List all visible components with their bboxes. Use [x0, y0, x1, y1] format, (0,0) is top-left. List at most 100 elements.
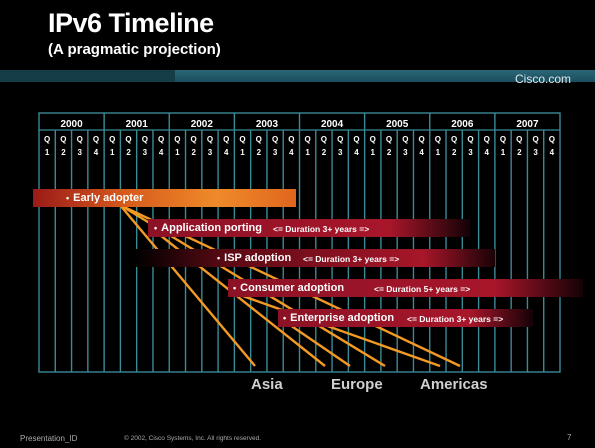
quarter-letter: Q — [142, 135, 148, 144]
quarter-number: 1 — [175, 148, 180, 157]
quarter-number: 3 — [273, 148, 278, 157]
quarter-number: 4 — [159, 148, 164, 157]
quarter-letter: Q — [174, 135, 180, 144]
quarter-number: 1 — [240, 148, 245, 157]
quarter-number: 4 — [224, 148, 229, 157]
quarter-number: 4 — [485, 148, 490, 157]
quarter-number: 1 — [501, 148, 506, 157]
quarter-letter: Q — [451, 135, 457, 144]
year-label: 2007 — [516, 119, 539, 130]
quarter-number: 2 — [322, 148, 327, 157]
region-europe: Europe — [331, 376, 383, 393]
quarter-number: 3 — [77, 148, 82, 157]
year-label: 2004 — [321, 119, 344, 130]
quarter-letter: Q — [386, 135, 392, 144]
quarter-number: 2 — [61, 148, 66, 157]
quarter-number: 1 — [371, 148, 376, 157]
quarter-number: 1 — [45, 148, 50, 157]
quarter-letter: Q — [305, 135, 311, 144]
quarter-number: 2 — [257, 148, 262, 157]
footer-presentation-id: Presentation_ID — [20, 434, 78, 443]
quarter-number: 3 — [143, 148, 148, 157]
quarter-letter: Q — [77, 135, 83, 144]
quarter-number: 4 — [419, 148, 424, 157]
quarter-letter: Q — [93, 135, 99, 144]
bar-label-consumer: • Consumer adoption — [233, 282, 345, 294]
quarter-letter: Q — [207, 135, 213, 144]
quarter-number: 4 — [94, 148, 99, 157]
bar-duration-app-porting: <= Duration 3+ years => — [273, 224, 370, 234]
quarter-letter: Q — [500, 135, 506, 144]
bar-label-enterprise: • Enterprise adoption — [283, 312, 395, 324]
bar-label-app-porting: • Application porting — [154, 222, 262, 234]
quarter-letter: Q — [353, 135, 359, 144]
bar-duration-consumer: <= Duration 5+ years => — [374, 284, 471, 294]
brand-text: Cisco.com — [514, 72, 571, 86]
quarter-number: 3 — [468, 148, 473, 157]
quarter-letter: Q — [549, 135, 555, 144]
quarter-number: 4 — [354, 148, 359, 157]
quarter-letter: Q — [516, 135, 522, 144]
bar-label-early: • Early adopter — [66, 192, 144, 204]
region-asia: Asia — [251, 376, 283, 393]
adoption-line — [289, 324, 351, 367]
quarter-letter: Q — [60, 135, 66, 144]
year-label: 2002 — [191, 119, 214, 130]
quarter-number: 1 — [110, 148, 115, 157]
quarter-letter: Q — [158, 135, 164, 144]
quarter-number: 1 — [305, 148, 310, 157]
bar-early-adopter — [33, 189, 296, 207]
adoption-line — [239, 293, 441, 368]
quarter-number: 3 — [403, 148, 408, 157]
bar-application-porting — [148, 219, 470, 237]
quarter-letter: Q — [125, 135, 131, 144]
quarter-number: 2 — [126, 148, 131, 157]
quarter-number: 2 — [517, 148, 522, 157]
year-label: 2005 — [386, 119, 409, 130]
footer-copyright: © 2002, Cisco Systems, Inc. All rights r… — [124, 435, 262, 442]
quarter-number: 4 — [550, 148, 555, 157]
bar-duration-isp: <= Duration 3+ years => — [303, 254, 400, 264]
quarter-letter: Q — [191, 135, 197, 144]
region-americas: Americas — [420, 376, 488, 393]
quarter-letter: Q — [337, 135, 343, 144]
bar-duration-enterprise: <= Duration 3+ years => — [407, 314, 504, 324]
year-label: 2001 — [126, 119, 149, 130]
bar-consumer-adoption — [228, 279, 583, 297]
quarter-number: 3 — [338, 148, 343, 157]
quarter-letter: Q — [484, 135, 490, 144]
page-title: IPv6 Timeline — [48, 8, 214, 38]
quarter-number: 2 — [387, 148, 392, 157]
quarter-letter: Q — [109, 135, 115, 144]
quarter-letter: Q — [239, 135, 245, 144]
quarter-letter: Q — [418, 135, 424, 144]
quarter-letter: Q — [288, 135, 294, 144]
footer-page-number: 7 — [567, 433, 572, 442]
year-label: 2006 — [451, 119, 474, 130]
bar-enterprise-adoption — [278, 309, 533, 327]
quarter-letter: Q — [370, 135, 376, 144]
page-subtitle: (A pragmatic projection) — [48, 41, 221, 58]
quarter-number: 4 — [289, 148, 294, 157]
year-label: 2003 — [256, 119, 279, 130]
quarter-letter: Q — [321, 135, 327, 144]
quarter-letter: Q — [467, 135, 473, 144]
bar-label-isp: • ISP adoption — [217, 252, 292, 264]
quarter-number: 2 — [452, 148, 457, 157]
year-label: 2000 — [60, 119, 83, 130]
quarter-letter: Q — [402, 135, 408, 144]
quarter-number: 3 — [208, 148, 213, 157]
quarter-letter: Q — [272, 135, 278, 144]
quarter-letter: Q — [223, 135, 229, 144]
quarter-number: 3 — [533, 148, 538, 157]
quarter-number: 1 — [436, 148, 441, 157]
quarter-letter: Q — [532, 135, 538, 144]
quarter-letter: Q — [256, 135, 262, 144]
header-band-dark — [0, 70, 175, 82]
quarter-number: 2 — [191, 148, 196, 157]
adoption-line — [119, 204, 256, 367]
quarter-letter: Q — [44, 135, 50, 144]
quarter-letter: Q — [435, 135, 441, 144]
bar-isp-adoption — [135, 249, 495, 267]
